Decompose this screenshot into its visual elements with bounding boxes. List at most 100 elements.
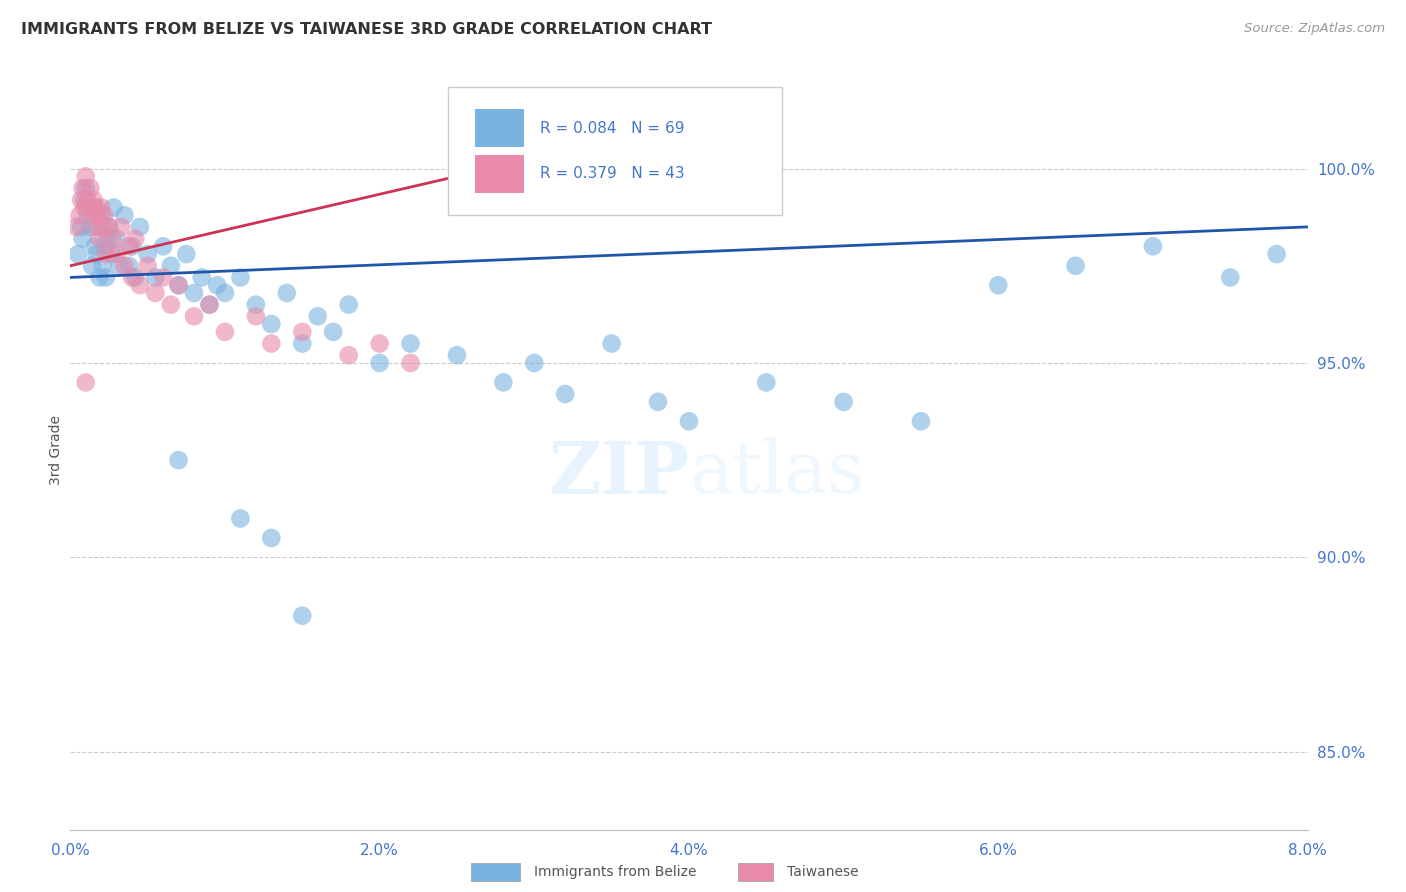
Point (167, 453, 190, 467)
Point (600, 336, 623, 351)
Point (492, 376, 515, 390)
Point (245, 298, 267, 312)
Point (72, 231, 94, 245)
Point (79, 219, 101, 234)
Point (98, 219, 120, 234)
Y-axis label: 3rd Grade: 3rd Grade (49, 416, 63, 485)
Point (136, 247, 159, 261)
Point (86, 247, 108, 261)
Point (214, 285, 236, 300)
Point (260, 317, 283, 331)
Point (1265, 247, 1288, 261)
Point (80, 259, 103, 273)
Point (260, 336, 283, 351)
Point (65, 219, 87, 234)
Point (108, 259, 131, 273)
Point (98, 219, 120, 234)
Point (118, 259, 141, 273)
Point (67, 247, 90, 261)
Point (73, 193, 96, 207)
Point (84, 219, 107, 234)
Point (121, 239, 143, 253)
Point (832, 395, 855, 409)
Point (1219, 270, 1241, 285)
Text: IMMIGRANTS FROM BELIZE VS TAIWANESE 3RD GRADE CORRELATION CHART: IMMIGRANTS FROM BELIZE VS TAIWANESE 3RD … (21, 22, 711, 37)
Point (160, 298, 183, 312)
Point (89, 270, 111, 285)
Point (96, 231, 118, 245)
Point (291, 608, 314, 623)
Point (145, 285, 166, 300)
Point (337, 348, 360, 362)
Point (94, 247, 117, 261)
Point (399, 336, 422, 351)
Point (276, 285, 298, 300)
Point (523, 356, 546, 370)
Point (84, 239, 107, 253)
Point (90, 201, 112, 215)
Point (337, 298, 360, 312)
Point (167, 278, 190, 293)
Point (368, 336, 391, 351)
Text: Immigrants from Belize: Immigrants from Belize (534, 865, 697, 880)
Point (91, 259, 114, 273)
Point (77, 201, 100, 215)
Point (987, 278, 1010, 293)
Point (110, 219, 132, 234)
Point (124, 270, 146, 285)
Point (90, 208, 112, 222)
Point (291, 325, 314, 339)
Point (198, 298, 221, 312)
Point (167, 278, 190, 293)
Point (446, 348, 468, 362)
Point (87, 208, 110, 222)
Point (191, 270, 214, 285)
Point (291, 336, 314, 351)
Point (152, 239, 174, 253)
Point (245, 310, 267, 324)
Point (94, 270, 117, 285)
Point (91, 219, 114, 234)
Point (101, 231, 124, 245)
Point (152, 270, 174, 285)
Point (101, 247, 124, 261)
Point (114, 259, 135, 273)
Point (214, 325, 236, 339)
Point (69, 208, 91, 222)
FancyBboxPatch shape (475, 155, 524, 193)
Point (678, 414, 700, 428)
Point (647, 395, 669, 409)
Point (118, 239, 141, 253)
Point (79, 181, 101, 195)
Point (307, 310, 329, 324)
Point (93, 208, 115, 222)
Point (114, 208, 135, 222)
Point (229, 270, 252, 285)
Point (70, 193, 93, 207)
Point (368, 356, 391, 370)
Point (910, 414, 932, 428)
Point (82, 193, 105, 207)
Point (322, 325, 344, 339)
Point (229, 511, 252, 525)
Point (183, 285, 205, 300)
Point (93, 239, 115, 253)
Point (75, 169, 97, 184)
FancyBboxPatch shape (447, 87, 782, 216)
Point (73, 201, 96, 215)
Point (72, 181, 94, 195)
Point (89, 231, 111, 245)
Point (136, 259, 159, 273)
Point (183, 310, 205, 324)
Point (554, 387, 576, 401)
Point (124, 231, 146, 245)
Text: ZIP: ZIP (548, 438, 689, 508)
Point (129, 278, 152, 293)
Point (145, 270, 166, 285)
Point (80, 208, 103, 222)
Point (82, 201, 105, 215)
FancyBboxPatch shape (475, 110, 524, 147)
Point (198, 298, 221, 312)
Text: Source: ZipAtlas.com: Source: ZipAtlas.com (1244, 22, 1385, 36)
Point (103, 201, 125, 215)
